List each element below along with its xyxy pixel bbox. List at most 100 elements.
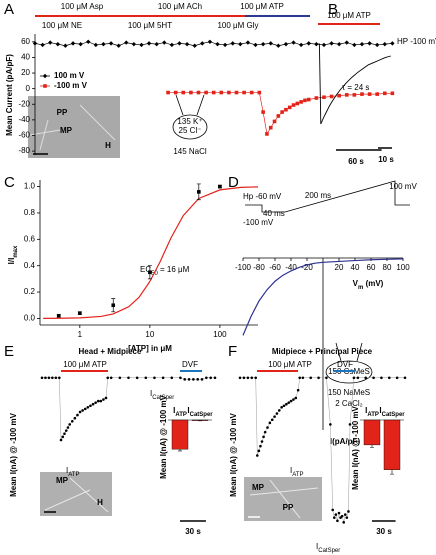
marker <box>124 40 129 45</box>
x-tick-label: -20 <box>301 263 313 272</box>
marker <box>348 423 352 426</box>
annotation-part: I <box>150 389 152 398</box>
x-tick-label: 100 <box>213 330 227 339</box>
marker <box>374 42 380 48</box>
image-label: MP <box>252 483 265 492</box>
pipette <box>335 342 363 362</box>
y-tick-label: -40 <box>18 115 30 124</box>
category-label: ICatSper <box>379 406 405 417</box>
marker <box>96 399 100 403</box>
y-axis-label: Mean I(nA) @ -100 mV <box>159 394 168 478</box>
treatment-label: 100 μM ATP <box>240 2 284 11</box>
solution-label: 2 CaCl₂ <box>335 399 363 408</box>
annotation: ICatSper <box>150 389 174 400</box>
y-tick-label: -20 <box>18 99 30 108</box>
panel-letter: F <box>228 343 237 360</box>
marker <box>306 97 311 102</box>
category-label-part: I <box>187 406 189 415</box>
marker <box>344 40 349 45</box>
marker <box>352 93 357 97</box>
solution-label: 135 K⁺ <box>177 117 202 126</box>
category-label-part: I <box>379 406 381 415</box>
marker <box>289 399 293 403</box>
marker <box>173 90 178 95</box>
treatment-label: 100 μM ATP <box>327 11 371 20</box>
marker <box>187 378 191 381</box>
annotation: 100 mV <box>389 182 417 191</box>
annotation-part: 50 <box>151 271 158 277</box>
trace <box>318 43 391 125</box>
voltage-protocol <box>245 180 410 213</box>
marker <box>63 43 68 48</box>
marker <box>345 516 349 519</box>
y-tick-label: 0.6 <box>24 234 36 243</box>
marker <box>104 396 108 400</box>
scale-bar-label: 30 s <box>185 527 201 536</box>
x-tick-label: -80 <box>253 263 265 272</box>
marker <box>245 40 251 45</box>
marker <box>66 426 70 429</box>
marker <box>189 90 193 95</box>
image-label: PP <box>57 108 68 117</box>
marker <box>390 91 395 96</box>
marker <box>86 39 91 45</box>
marker <box>59 438 63 442</box>
category-label-part: ATP <box>175 412 187 418</box>
marker <box>177 41 182 46</box>
image-label: MP <box>60 126 73 135</box>
scale-bar-label: 30 s <box>376 527 392 536</box>
marker <box>380 376 383 380</box>
marker <box>40 42 45 48</box>
y-axis-label: Mean I(nA) @ -100 mV <box>9 412 18 496</box>
marker <box>170 376 174 380</box>
marker <box>32 41 38 46</box>
category-label-part: CatSper <box>190 412 214 418</box>
marker <box>42 73 48 79</box>
marker <box>277 409 281 412</box>
annotation-part: ATP <box>68 472 79 478</box>
x-axis-label-part: V <box>353 279 359 288</box>
x-axis-label: [ATP] in μM <box>128 344 172 353</box>
y-axis-label: I(pA/pF) <box>330 437 361 446</box>
x-tick-label: 40 <box>351 263 360 272</box>
y-tick-label: 0 <box>26 84 31 93</box>
marker <box>78 311 82 315</box>
marker <box>234 90 239 95</box>
marker <box>395 376 399 380</box>
marker <box>317 376 320 380</box>
marker <box>61 435 65 439</box>
marker <box>260 41 266 47</box>
error-bar <box>390 469 394 475</box>
marker <box>91 402 95 406</box>
annotation: 200 ms <box>305 191 331 200</box>
marker <box>146 41 152 46</box>
marker <box>291 103 296 107</box>
x-tick-label: 10 <box>145 330 154 339</box>
marker <box>340 514 344 518</box>
y-tick-label: 1.0 <box>24 182 36 191</box>
bar <box>383 419 401 470</box>
marker <box>218 184 222 189</box>
marker <box>309 376 313 380</box>
marker <box>102 398 105 401</box>
solution-label: 145 NaCl <box>173 147 207 156</box>
marker <box>153 376 156 380</box>
marker <box>382 41 387 47</box>
marker <box>127 376 130 380</box>
marker <box>296 388 300 392</box>
fit-curve <box>43 186 259 319</box>
marker <box>183 378 187 381</box>
marker <box>222 42 228 48</box>
micrograph-detail <box>249 479 319 519</box>
marker <box>387 376 391 380</box>
category-label-part: I <box>173 406 175 415</box>
marker <box>215 41 220 47</box>
y-tick-label: -60 <box>18 131 30 140</box>
marker <box>70 41 76 46</box>
marker <box>253 42 258 48</box>
marker <box>294 396 298 400</box>
y-tick-label: -80 <box>18 146 30 155</box>
marker <box>283 41 289 47</box>
marker <box>211 90 216 95</box>
